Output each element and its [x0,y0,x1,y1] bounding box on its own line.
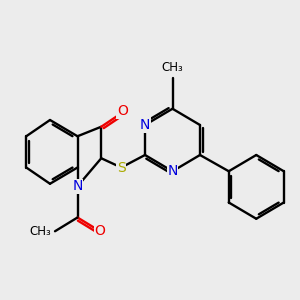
Text: S: S [117,160,126,175]
Text: O: O [117,104,128,118]
Text: N: N [72,179,83,193]
Text: O: O [94,224,105,238]
Text: N: N [140,118,150,132]
Text: CH₃: CH₃ [29,225,51,238]
Text: N: N [167,164,178,178]
Text: CH₃: CH₃ [162,61,183,74]
